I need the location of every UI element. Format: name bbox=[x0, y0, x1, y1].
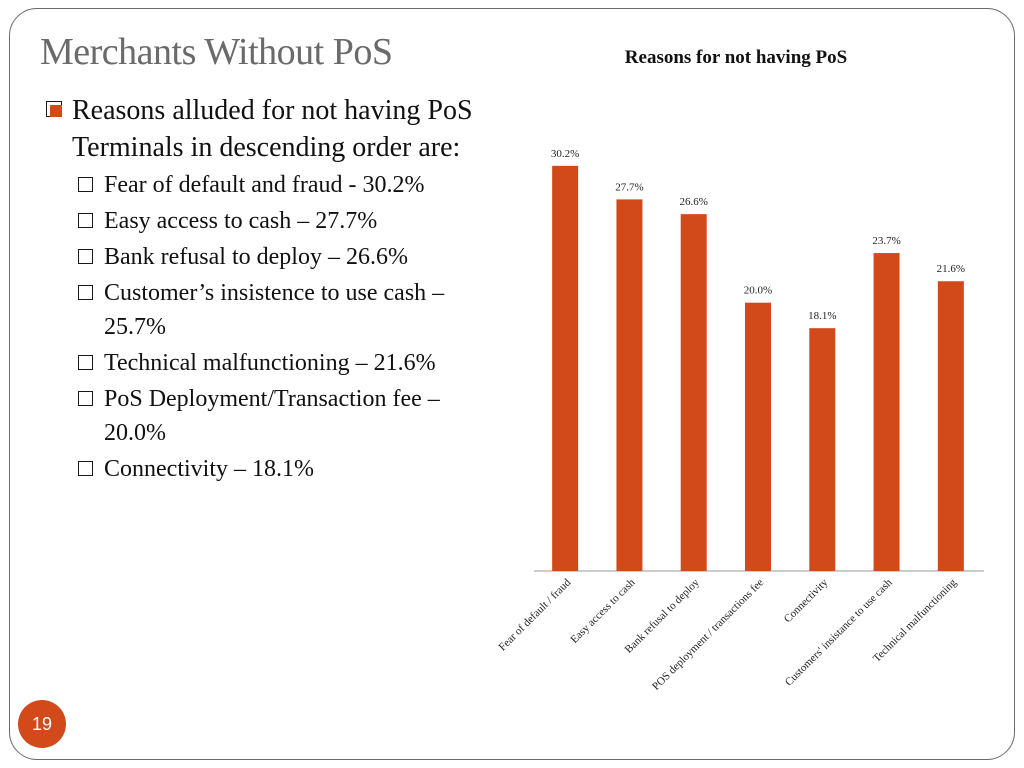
data-label: 21.6% bbox=[937, 263, 965, 275]
category-label: Fear of default / fraud bbox=[497, 576, 574, 653]
category-label: Customers' insistance to use cash bbox=[783, 576, 895, 688]
category-label: Easy access to cash bbox=[568, 576, 638, 646]
slide-frame bbox=[9, 8, 1015, 760]
bullet-intro: Reasons alluded for not having PoS Termi… bbox=[44, 92, 484, 166]
checkbox-bullet-icon bbox=[78, 177, 93, 192]
bullet-item: Customer’s insistence to use cash – 25.7… bbox=[78, 276, 484, 344]
data-label: 26.6% bbox=[680, 196, 708, 208]
bar bbox=[873, 253, 900, 571]
category-label: Connectivity bbox=[782, 576, 831, 625]
checkbox-bullet-icon bbox=[78, 285, 93, 300]
bullet-item-text: Connectivity – 18.1% bbox=[104, 456, 314, 482]
data-label: 30.2% bbox=[551, 148, 579, 160]
data-label: 20.0% bbox=[744, 285, 772, 297]
bullet-item: Connectivity – 18.1% bbox=[78, 452, 484, 486]
bullet-intro-text: Reasons alluded for not having PoS Termi… bbox=[72, 95, 473, 163]
bullet-item-text: Bank refusal to deploy – 26.6% bbox=[104, 244, 408, 270]
bar bbox=[680, 214, 707, 572]
bar bbox=[809, 328, 836, 571]
checkbox-bullet-icon bbox=[78, 391, 93, 406]
checkbox-bullet-icon bbox=[46, 101, 62, 117]
slide-title: Merchants Without PoS bbox=[40, 31, 393, 73]
category-label: POS deployment / transactions fee bbox=[650, 577, 766, 693]
checkbox-bullet-icon bbox=[78, 355, 93, 370]
bullet-item-text: Fear of default and fraud - 30.2% bbox=[104, 172, 425, 198]
data-label: 18.1% bbox=[808, 310, 836, 322]
bar bbox=[616, 199, 643, 571]
bar bbox=[937, 281, 964, 571]
checkbox-bullet-icon bbox=[78, 461, 93, 476]
bullet-item: Easy access to cash – 27.7% bbox=[78, 204, 484, 238]
bullet-item-text: PoS Deployment/Transaction fee – 20.0% bbox=[104, 386, 440, 446]
bar bbox=[552, 165, 579, 571]
bullet-item-text: Technical malfunctioning – 21.6% bbox=[104, 350, 436, 376]
bullet-item-text: Customer’s insistence to use cash – 25.7… bbox=[104, 280, 445, 340]
slide-number: 19 bbox=[18, 700, 66, 748]
checkbox-bullet-icon bbox=[78, 249, 93, 264]
bullet-item: PoS Deployment/Transaction fee – 20.0% bbox=[78, 382, 484, 450]
bar bbox=[745, 302, 771, 571]
checkbox-bullet-icon bbox=[78, 213, 93, 228]
data-label: 27.7% bbox=[615, 181, 643, 193]
bullet-item: Fear of default and fraud - 30.2% bbox=[78, 168, 484, 202]
bullet-item-text: Easy access to cash – 27.7% bbox=[104, 208, 378, 234]
bullet-item: Bank refusal to deploy – 26.6% bbox=[78, 240, 484, 274]
chart-title: Reasons for not having PoS bbox=[625, 47, 847, 68]
bullet-item: Technical malfunctioning – 21.6% bbox=[78, 346, 484, 380]
data-label: 23.7% bbox=[872, 235, 900, 247]
bullet-list: Reasons alluded for not having PoS Termi… bbox=[44, 92, 484, 486]
